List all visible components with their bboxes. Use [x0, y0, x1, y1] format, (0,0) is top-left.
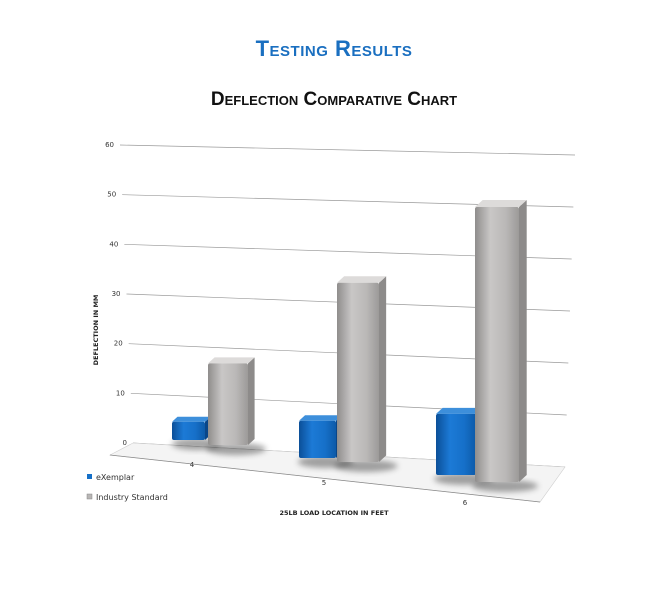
y-tick-label: 50 — [107, 191, 116, 199]
x-axis-title: 25LB LOAD LOCATION IN FEET — [279, 509, 389, 517]
y-tick-label: 40 — [109, 240, 118, 248]
y-tick-label: 20 — [114, 340, 123, 348]
bar-industry-standard-6 — [472, 200, 538, 492]
legend-swatch-industry-standard — [86, 493, 93, 500]
page-title: Testing Results — [255, 36, 413, 61]
chart-floor — [108, 442, 566, 503]
y-tick-label: 10 — [116, 389, 125, 397]
legend: eXemplar Industry Standard — [86, 473, 168, 502]
legend-label-industry-standard: Industry Standard — [96, 493, 168, 502]
y-axis-ticks: 0 10 20 30 40 50 60 — [105, 141, 127, 447]
x-tick-label: 5 — [322, 479, 326, 487]
gridline — [119, 144, 576, 156]
y-tick-label: 30 — [112, 290, 121, 298]
legend-swatch-exemplar — [87, 474, 92, 479]
bar-industry-standard-5 — [334, 276, 398, 472]
x-tick-label: 6 — [463, 499, 468, 507]
floor-front-edge — [109, 454, 541, 503]
y-axis-title: DEFLECTION IN MM — [92, 295, 100, 366]
bars — [171, 200, 538, 492]
y-tick-label: 0 — [123, 439, 127, 447]
y-tick-label: 60 — [105, 141, 114, 149]
bar-industry-standard-4 — [206, 357, 266, 455]
x-axis-ticks: 4 5 6 — [190, 461, 468, 507]
legend-label-exemplar: eXemplar — [96, 473, 135, 482]
x-tick-label: 4 — [190, 461, 195, 469]
chart-title: Deflection Comparative Chart — [210, 89, 458, 110]
